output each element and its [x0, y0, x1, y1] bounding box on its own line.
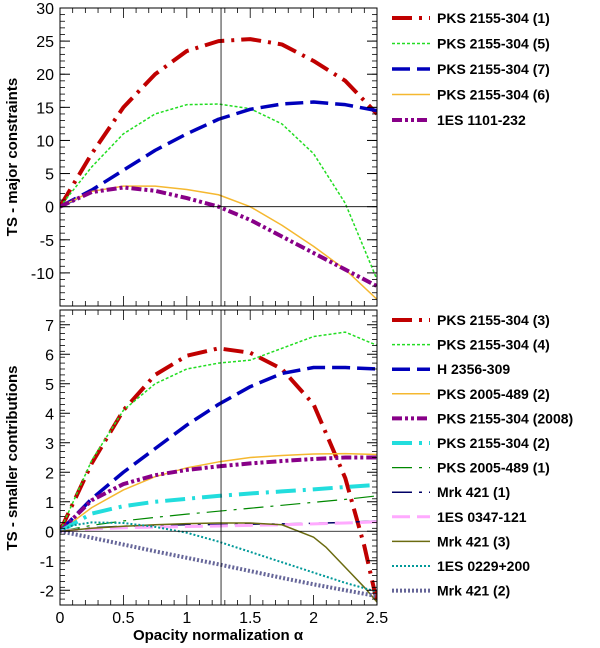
legend-label-pks-2155-304-3: PKS 2155-304 (3): [437, 312, 550, 328]
series-line-1es-0347-121: [60, 520, 377, 533]
top-y-tick-label: 15: [36, 100, 54, 117]
series-line-pks-2155-304-7: [60, 100, 377, 209]
bottom-y-tick-label: -2: [40, 583, 54, 600]
bottom-reference-lines: [60, 310, 377, 605]
bottom-series-lines: [60, 331, 377, 603]
legend-label-pks-2155-304-4: PKS 2155-304 (4): [437, 337, 550, 353]
top-panel: -10 -5 0 5 10 15 20 25 30 TS - major constraints…: [4, 1, 550, 307]
legend-label-1es-1101-232: 1ES 1101-232: [437, 112, 526, 128]
top-y-tick-label: -5: [40, 233, 54, 250]
legend-label-pks-2005-489-1: PKS 2005-489 (1): [437, 460, 550, 476]
top-y-tick-label: -10: [31, 266, 54, 283]
bottom-panel: -2 -1 0 1 2 3 4 5 6 7 0 0.5 1 1.5 2 2.5 TS - smaller co…: [4, 309, 573, 644]
top-legend: PKS 2155-304 (1) PKS 2155-304 (5) PKS 2155…: [392, 10, 550, 128]
top-series-lines: [60, 37, 377, 300]
legend-label-h-2356-309: H 2356-309: [437, 361, 510, 377]
top-y-tick-label: 10: [36, 133, 54, 150]
series-line-1es-0229-200: [60, 521, 377, 593]
bottom-y-tick-label: 1: [45, 495, 54, 512]
legend-label-pks-2155-304-5: PKS 2155-304 (5): [437, 36, 550, 52]
bottom-y-tick-label: 6: [45, 347, 54, 364]
series-line-1es-1101-232: [60, 185, 377, 288]
series-line-h-2356-309: [60, 365, 377, 533]
bottom-y-tick-label: 5: [45, 377, 54, 394]
series-line-pks-2155-304-2: [60, 482, 377, 533]
series-line-mrk-421-3: [60, 522, 377, 603]
legend-label-1es-0347-121: 1ES 0347-121: [437, 509, 527, 525]
bottom-y-tick-label: 7: [45, 318, 54, 335]
top-y-tick-label: 20: [36, 67, 54, 84]
top-y-tick-label: 25: [36, 34, 54, 51]
series-line-mrk-421-2: [60, 529, 377, 599]
series-line-pks-2005-489-2: [60, 452, 377, 532]
x-tick-label: 0: [56, 610, 65, 627]
bottom-y-tick-label: 4: [45, 406, 54, 423]
series-line-pks-2005-489-1: [60, 495, 377, 532]
bottom-y-tick-label: 2: [45, 465, 54, 482]
top-reference-lines: [60, 8, 377, 306]
legend-label-mrk-421-3: Mrk 421 (3): [437, 533, 510, 549]
bottom-plot-frame: [59, 309, 378, 606]
series-line-pks-2155-304-2008: [60, 455, 377, 533]
bottom-y-axis-title: TS - smaller contributions: [4, 365, 21, 550]
series-line-pks-2155-304-6: [60, 185, 377, 300]
top-y-tick-label: 30: [36, 1, 54, 18]
top-y-tick-label: 5: [45, 167, 54, 184]
legend-label-pks-2005-489-2: PKS 2005-489 (2): [437, 386, 550, 402]
legend-label-pks-2155-304-6: PKS 2155-304 (6): [437, 87, 550, 103]
x-tick-label: 2: [309, 610, 318, 627]
legend-label-pks-2155-304-2: PKS 2155-304 (2): [437, 435, 550, 451]
x-axis-title: Opacity normalization α: [133, 627, 304, 644]
series-line-pks-2155-304-1: [60, 37, 377, 208]
bottom-y-tick-label: 3: [45, 436, 54, 453]
top-plot-frame: [59, 7, 378, 307]
legend-label-pks-2155-304-7: PKS 2155-304 (7): [437, 61, 550, 77]
bottom-y-tick-label: -1: [40, 554, 54, 571]
bottom-ticks: -2 -1 0 1 2 3 4 5 6 7 0 0.5 1 1.5 2 2.5: [40, 309, 388, 627]
x-tick-label: 1: [182, 610, 191, 627]
x-tick-label: 2.5: [366, 610, 388, 627]
legend-label-mrk-421-1: Mrk 421 (1): [437, 484, 510, 500]
series-line-pks-2155-304-5: [60, 103, 377, 280]
legend-label-mrk-421-2: Mrk 421 (2): [437, 583, 510, 599]
x-tick-label: 0.5: [112, 610, 134, 627]
legend-label-pks-2155-304-1: PKS 2155-304 (1): [437, 10, 550, 26]
series-line-pks-2155-304-4: [60, 331, 377, 532]
bottom-legend: PKS 2155-304 (3) PKS 2155-304 (4) H 2356-3…: [392, 312, 573, 599]
bottom-y-tick-label: 0: [45, 524, 54, 541]
top-y-tick-label: 0: [45, 200, 54, 217]
legend-label-pks-2155-304-2008: PKS 2155-304 (2008): [437, 410, 573, 426]
x-tick-label: 1.5: [239, 610, 261, 627]
legend-label-1es-0229-200: 1ES 0229+200: [437, 558, 530, 574]
top-y-axis-title: TS - major constraints: [4, 78, 21, 236]
